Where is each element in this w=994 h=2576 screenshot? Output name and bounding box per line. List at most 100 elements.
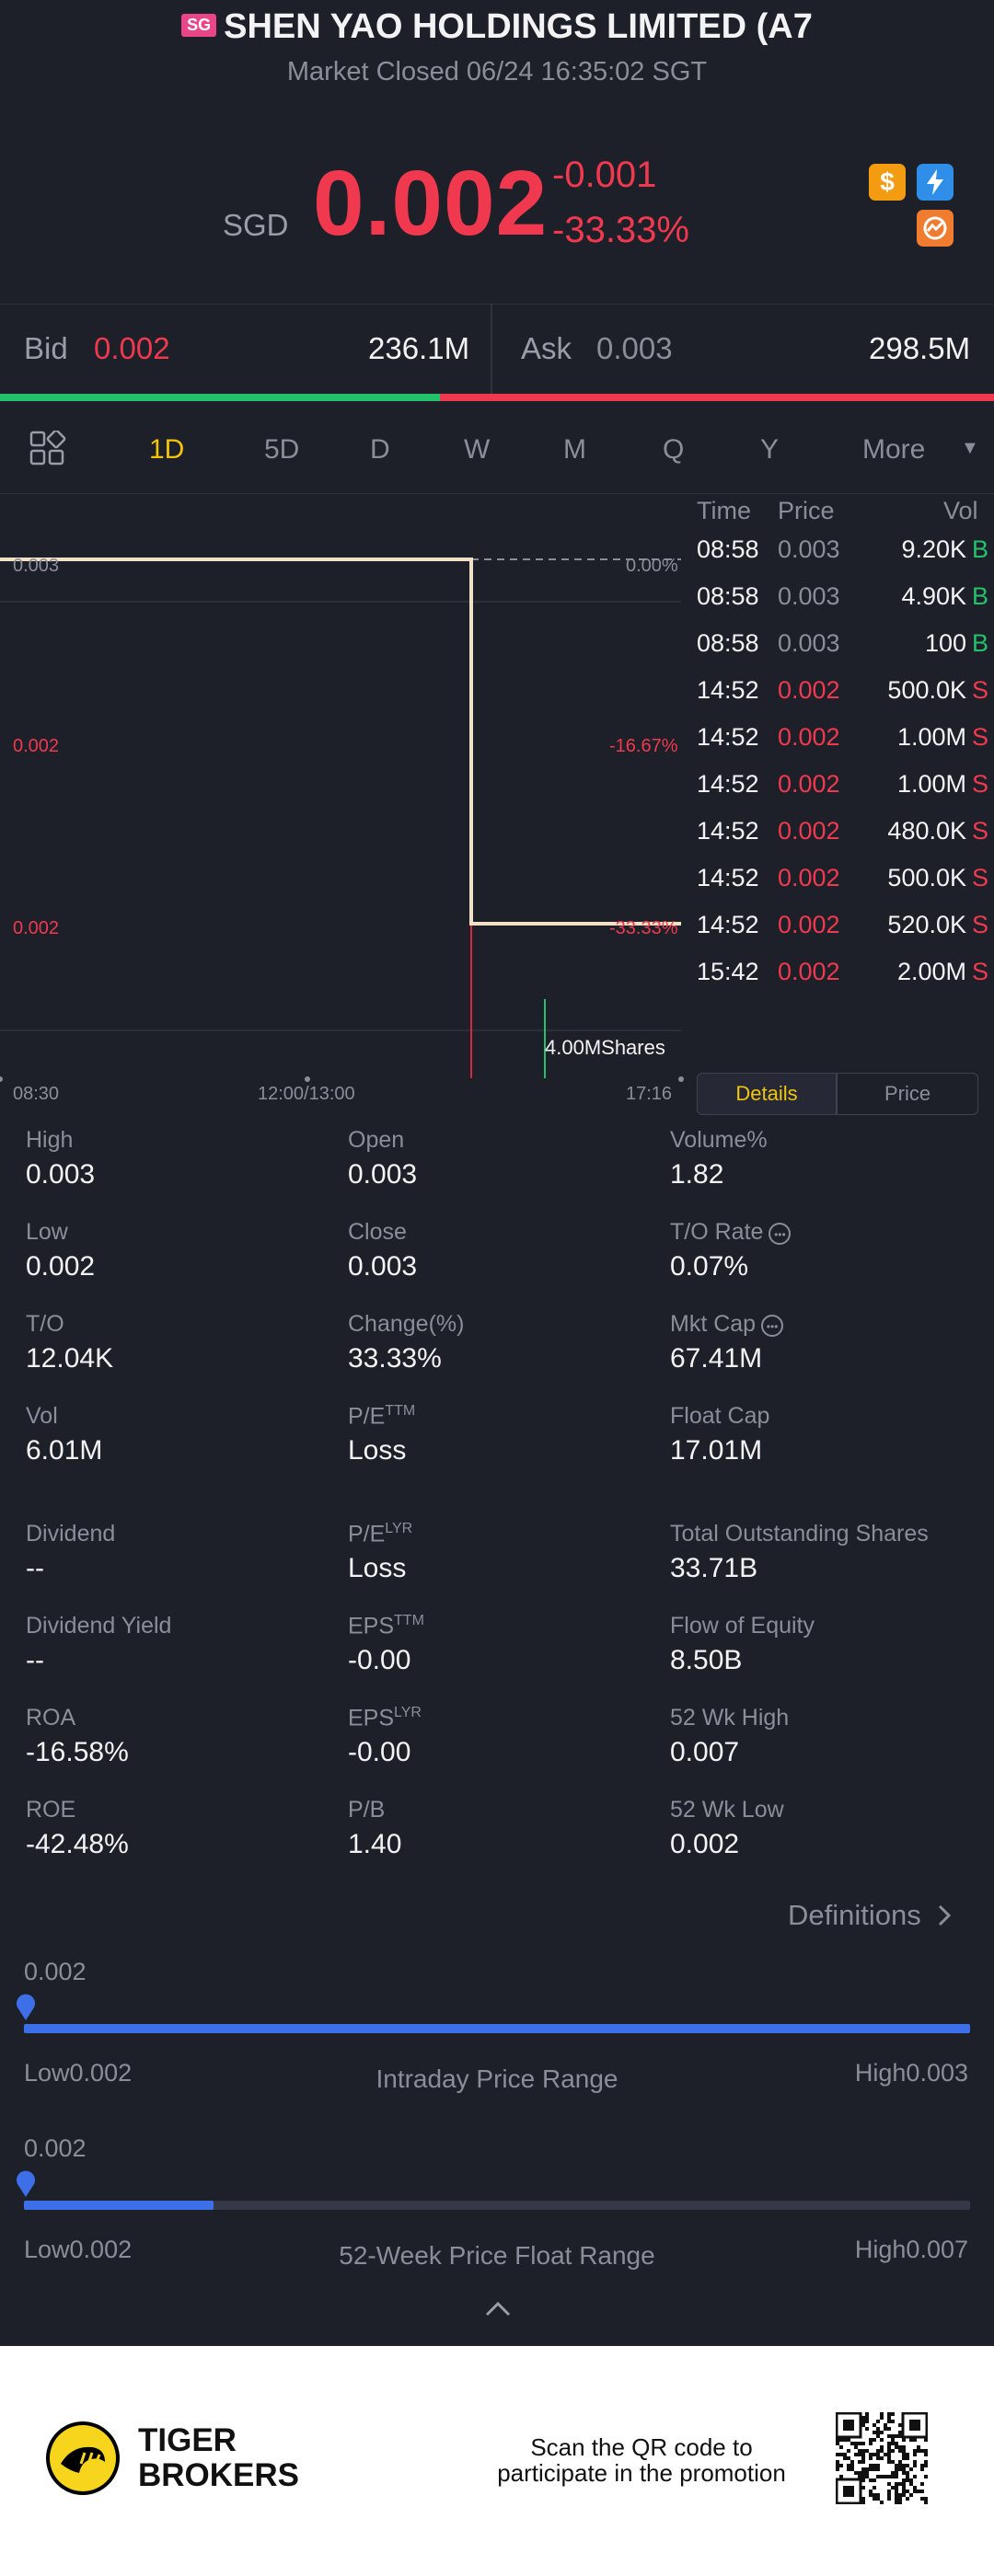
stat-item: Dividend Yield -- [26, 1613, 171, 1676]
intraday-range-fill [24, 2024, 970, 2033]
tab-more[interactable]: More [862, 434, 926, 465]
lightning-badge-icon[interactable] [917, 164, 954, 201]
stat-value: 33.33% [348, 1343, 442, 1374]
tab-month[interactable]: M [563, 434, 586, 465]
stat-label-sup: TTM [385, 1403, 416, 1419]
stat-value: -- [26, 1553, 44, 1583]
tab-year[interactable]: Y [760, 434, 780, 465]
trade-side: S [971, 817, 988, 845]
stat-label: Dividend Yield [26, 1613, 171, 1639]
chevron-down-icon[interactable]: ▼ [961, 438, 979, 458]
stat-label: Mkt Cap ••• [670, 1311, 784, 1338]
stats-grid: High 0.003 Open 0.003 Volume% 1.82 Low 0.002 Clo… [0, 1127, 994, 1881]
trades-header-time: Time [697, 497, 751, 524]
brand-name: TIGER BROKERS [138, 2423, 299, 2493]
stock-title: SG SHEN YAO HOLDINGS LIMITED (A7 [0, 7, 994, 47]
stat-label-text: Total Outstanding Shares [670, 1521, 929, 1547]
chart-canvas [0, 558, 684, 1082]
pct-label-mid: -16.67% [609, 736, 678, 756]
details-toggle[interactable]: Details [697, 1073, 837, 1115]
stat-label: Dividend [26, 1521, 115, 1547]
volume-label: 4.00MShares [545, 1036, 665, 1059]
trade-side: B [971, 582, 988, 610]
quote-header: SG SHEN YAO HOLDINGS LIMITED (A7 Market C… [0, 0, 994, 304]
tab-day[interactable]: D [370, 434, 390, 465]
stat-label-text: Change(%) [348, 1311, 465, 1337]
intraday-high-value: 0.003 [906, 2059, 968, 2087]
trade-row: 15:42 0.002 2.00M S [686, 958, 994, 1005]
ask-strength-bar [440, 394, 994, 401]
tab-1d[interactable]: 1D [149, 434, 185, 465]
tab-quarter[interactable]: Q [663, 434, 685, 465]
stat-label-text: T/O [26, 1311, 64, 1337]
trade-volume: 500.0K [887, 864, 966, 891]
stat-label-text: Dividend Yield [26, 1613, 172, 1639]
stat-label: EPSTTM [348, 1613, 424, 1639]
stat-label: Float Cap [670, 1403, 769, 1430]
stat-value: 1.82 [670, 1159, 724, 1190]
x-axis-label-start: 08:30 [13, 1084, 60, 1104]
trade-price: 0.003 [778, 535, 840, 563]
stat-value: -0.00 [348, 1645, 411, 1676]
trade-volume: 1.00M [896, 770, 966, 798]
week52-high-label: High [854, 2236, 907, 2263]
stat-label: Vol [26, 1403, 102, 1430]
chevron-up-icon[interactable] [484, 2300, 512, 2318]
stat-label-text: Close [348, 1219, 407, 1245]
stat-label-text: Open [348, 1127, 405, 1153]
trade-price: 0.002 [778, 676, 840, 704]
stat-label-text: 52 Wk Low [670, 1797, 784, 1823]
stat-item: Low 0.002 [26, 1219, 95, 1282]
tab-week[interactable]: W [464, 434, 491, 465]
stat-item: Float Cap 17.01M [670, 1403, 769, 1466]
time-and-sales: Time Price Vol 08:58 0.003 9.20K B 08:58 0.00… [686, 493, 994, 990]
pct-label-top: 0.00% [626, 556, 678, 576]
stat-label: ROA [26, 1705, 129, 1731]
trade-time: 14:52 [697, 864, 759, 891]
price-toggle[interactable]: Price [837, 1073, 978, 1115]
definitions-link[interactable]: Definitions [788, 1899, 954, 1932]
stat-item: ROA -16.58% [26, 1705, 129, 1768]
layout-grid-icon[interactable] [29, 431, 66, 467]
trade-price: 0.003 [778, 582, 840, 610]
intraday-high: High0.003 [855, 2059, 968, 2087]
stat-item: ROE -42.48% [26, 1797, 129, 1860]
trade-row: 14:52 0.002 480.0K S [686, 817, 994, 864]
stat-value: 0.003 [348, 1251, 418, 1282]
stat-label: 52 Wk High [670, 1705, 789, 1731]
bid-volume: 236.1M [368, 331, 470, 365]
week52-range-title: 52-Week Price Float Range [339, 2241, 655, 2270]
stat-item[interactable]: Mkt Cap ••• 67.41M [670, 1311, 784, 1374]
stat-item: Open 0.003 [348, 1127, 417, 1190]
bid-ask-divider [491, 304, 492, 396]
stat-value: 17.01M [670, 1435, 763, 1466]
price-change: -0.001 [552, 155, 657, 195]
intraday-low: Low0.002 [24, 2059, 132, 2087]
trade-volume: 100 [924, 629, 966, 657]
info-icon[interactable]: ••• [761, 1315, 784, 1337]
info-icon[interactable]: ••• [769, 1223, 792, 1245]
stat-label: 52 Wk Low [670, 1797, 784, 1823]
promo-text: Scan the QR code to participate in the p… [460, 2434, 823, 2486]
trade-side: S [971, 911, 988, 938]
x-axis-label-end: 17:16 [626, 1084, 673, 1104]
stat-label: ROE [26, 1797, 129, 1823]
stat-label-text: T/O Rate [670, 1219, 764, 1245]
tab-5d[interactable]: 5D [264, 434, 300, 465]
dollar-badge-icon[interactable]: $ [869, 164, 906, 201]
qr-code-icon[interactable] [836, 2412, 928, 2504]
intraday-current-price: 0.002 [24, 1958, 87, 1985]
ask-label: Ask [521, 331, 572, 365]
stat-item[interactable]: T/O Rate ••• 0.07% [670, 1219, 792, 1282]
stat-label-text: Low [26, 1219, 68, 1245]
week52-marker-icon [17, 2170, 35, 2197]
intraday-low-value: 0.002 [69, 2059, 133, 2087]
stat-label: High [26, 1127, 95, 1154]
no-shorting-badge-icon[interactable] [917, 210, 954, 247]
week52-low: Low0.002 [24, 2236, 132, 2264]
stat-value: -42.48% [26, 1829, 129, 1859]
intraday-chart[interactable]: 0.003 0.002 0.002 0.00% -16.67% -33.33% … [0, 493, 690, 1104]
stat-label: Total Outstanding Shares [670, 1521, 929, 1547]
brand-line-2: BROKERS [138, 2457, 300, 2493]
stat-label: T/O [26, 1311, 113, 1338]
